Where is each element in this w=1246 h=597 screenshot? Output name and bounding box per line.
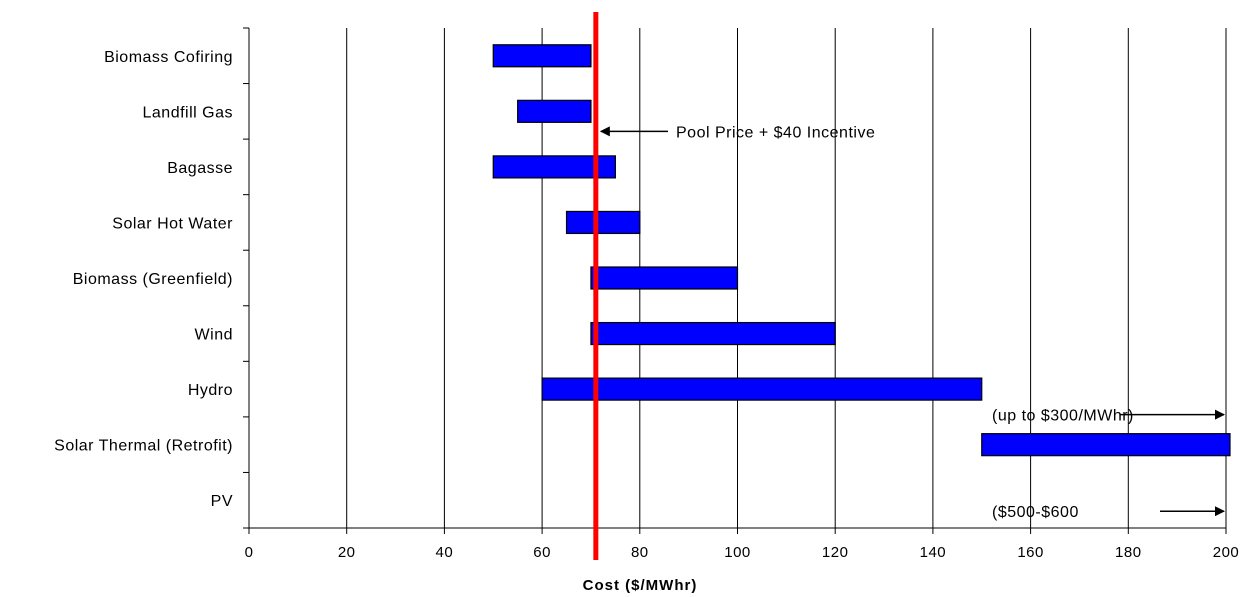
x-tick-label-7: 140 [920, 544, 947, 561]
annotations: (up to $300/MWhr) ($500-$600 [992, 408, 1225, 521]
bar-4 [590, 266, 739, 290]
category-label-8: PV [211, 493, 233, 510]
x-tick-label-2: 40 [436, 544, 454, 561]
bar-5 [590, 321, 836, 346]
x-tick-label-10: 200 [1213, 544, 1240, 561]
category-label-0: Biomass Cofiring [104, 49, 233, 66]
reference-line-label: Pool Price + $40 Incentive [676, 124, 875, 141]
bar-3 [565, 210, 641, 235]
bar-1 [517, 99, 592, 123]
annotation-1: ($500-$600 [992, 504, 1079, 521]
category-label-7: Solar Thermal (Retrofit) [54, 438, 233, 455]
reference-line-group: Pool Price + $40 Incentive [593, 12, 875, 560]
bar-2 [492, 155, 616, 179]
category-label-6: Hydro [188, 382, 233, 399]
labels: 0 20 40 60 80 100 120 140 160 180 200 Biomass Cofir… [54, 49, 1239, 561]
category-label-4: Biomass (Greenfield) [73, 271, 233, 288]
bar-7 [981, 433, 1231, 457]
bars [492, 44, 1231, 457]
annotation-0: (up to $300/MWhr) [992, 408, 1134, 425]
bar-0 [492, 44, 592, 68]
x-tick-label-8: 160 [1017, 544, 1044, 561]
category-label-1: Landfill Gas [143, 104, 234, 121]
axes [243, 27, 1227, 534]
bar-6 [541, 377, 983, 401]
x-tick-label-9: 180 [1115, 544, 1142, 561]
x-tick-label-1: 20 [338, 544, 356, 561]
category-label-2: Bagasse [167, 160, 233, 177]
x-tick-label-0: 0 [245, 544, 254, 561]
x-tick-label-6: 120 [822, 544, 849, 561]
category-label-3: Solar Hot Water [112, 215, 233, 232]
x-tick-label-5: 100 [724, 544, 751, 561]
x-tick-label-4: 80 [631, 544, 649, 561]
category-label-5: Wind [195, 327, 233, 344]
x-axis-title: Cost ($/MWhr) [583, 577, 698, 594]
x-tick-label-3: 60 [533, 544, 551, 561]
